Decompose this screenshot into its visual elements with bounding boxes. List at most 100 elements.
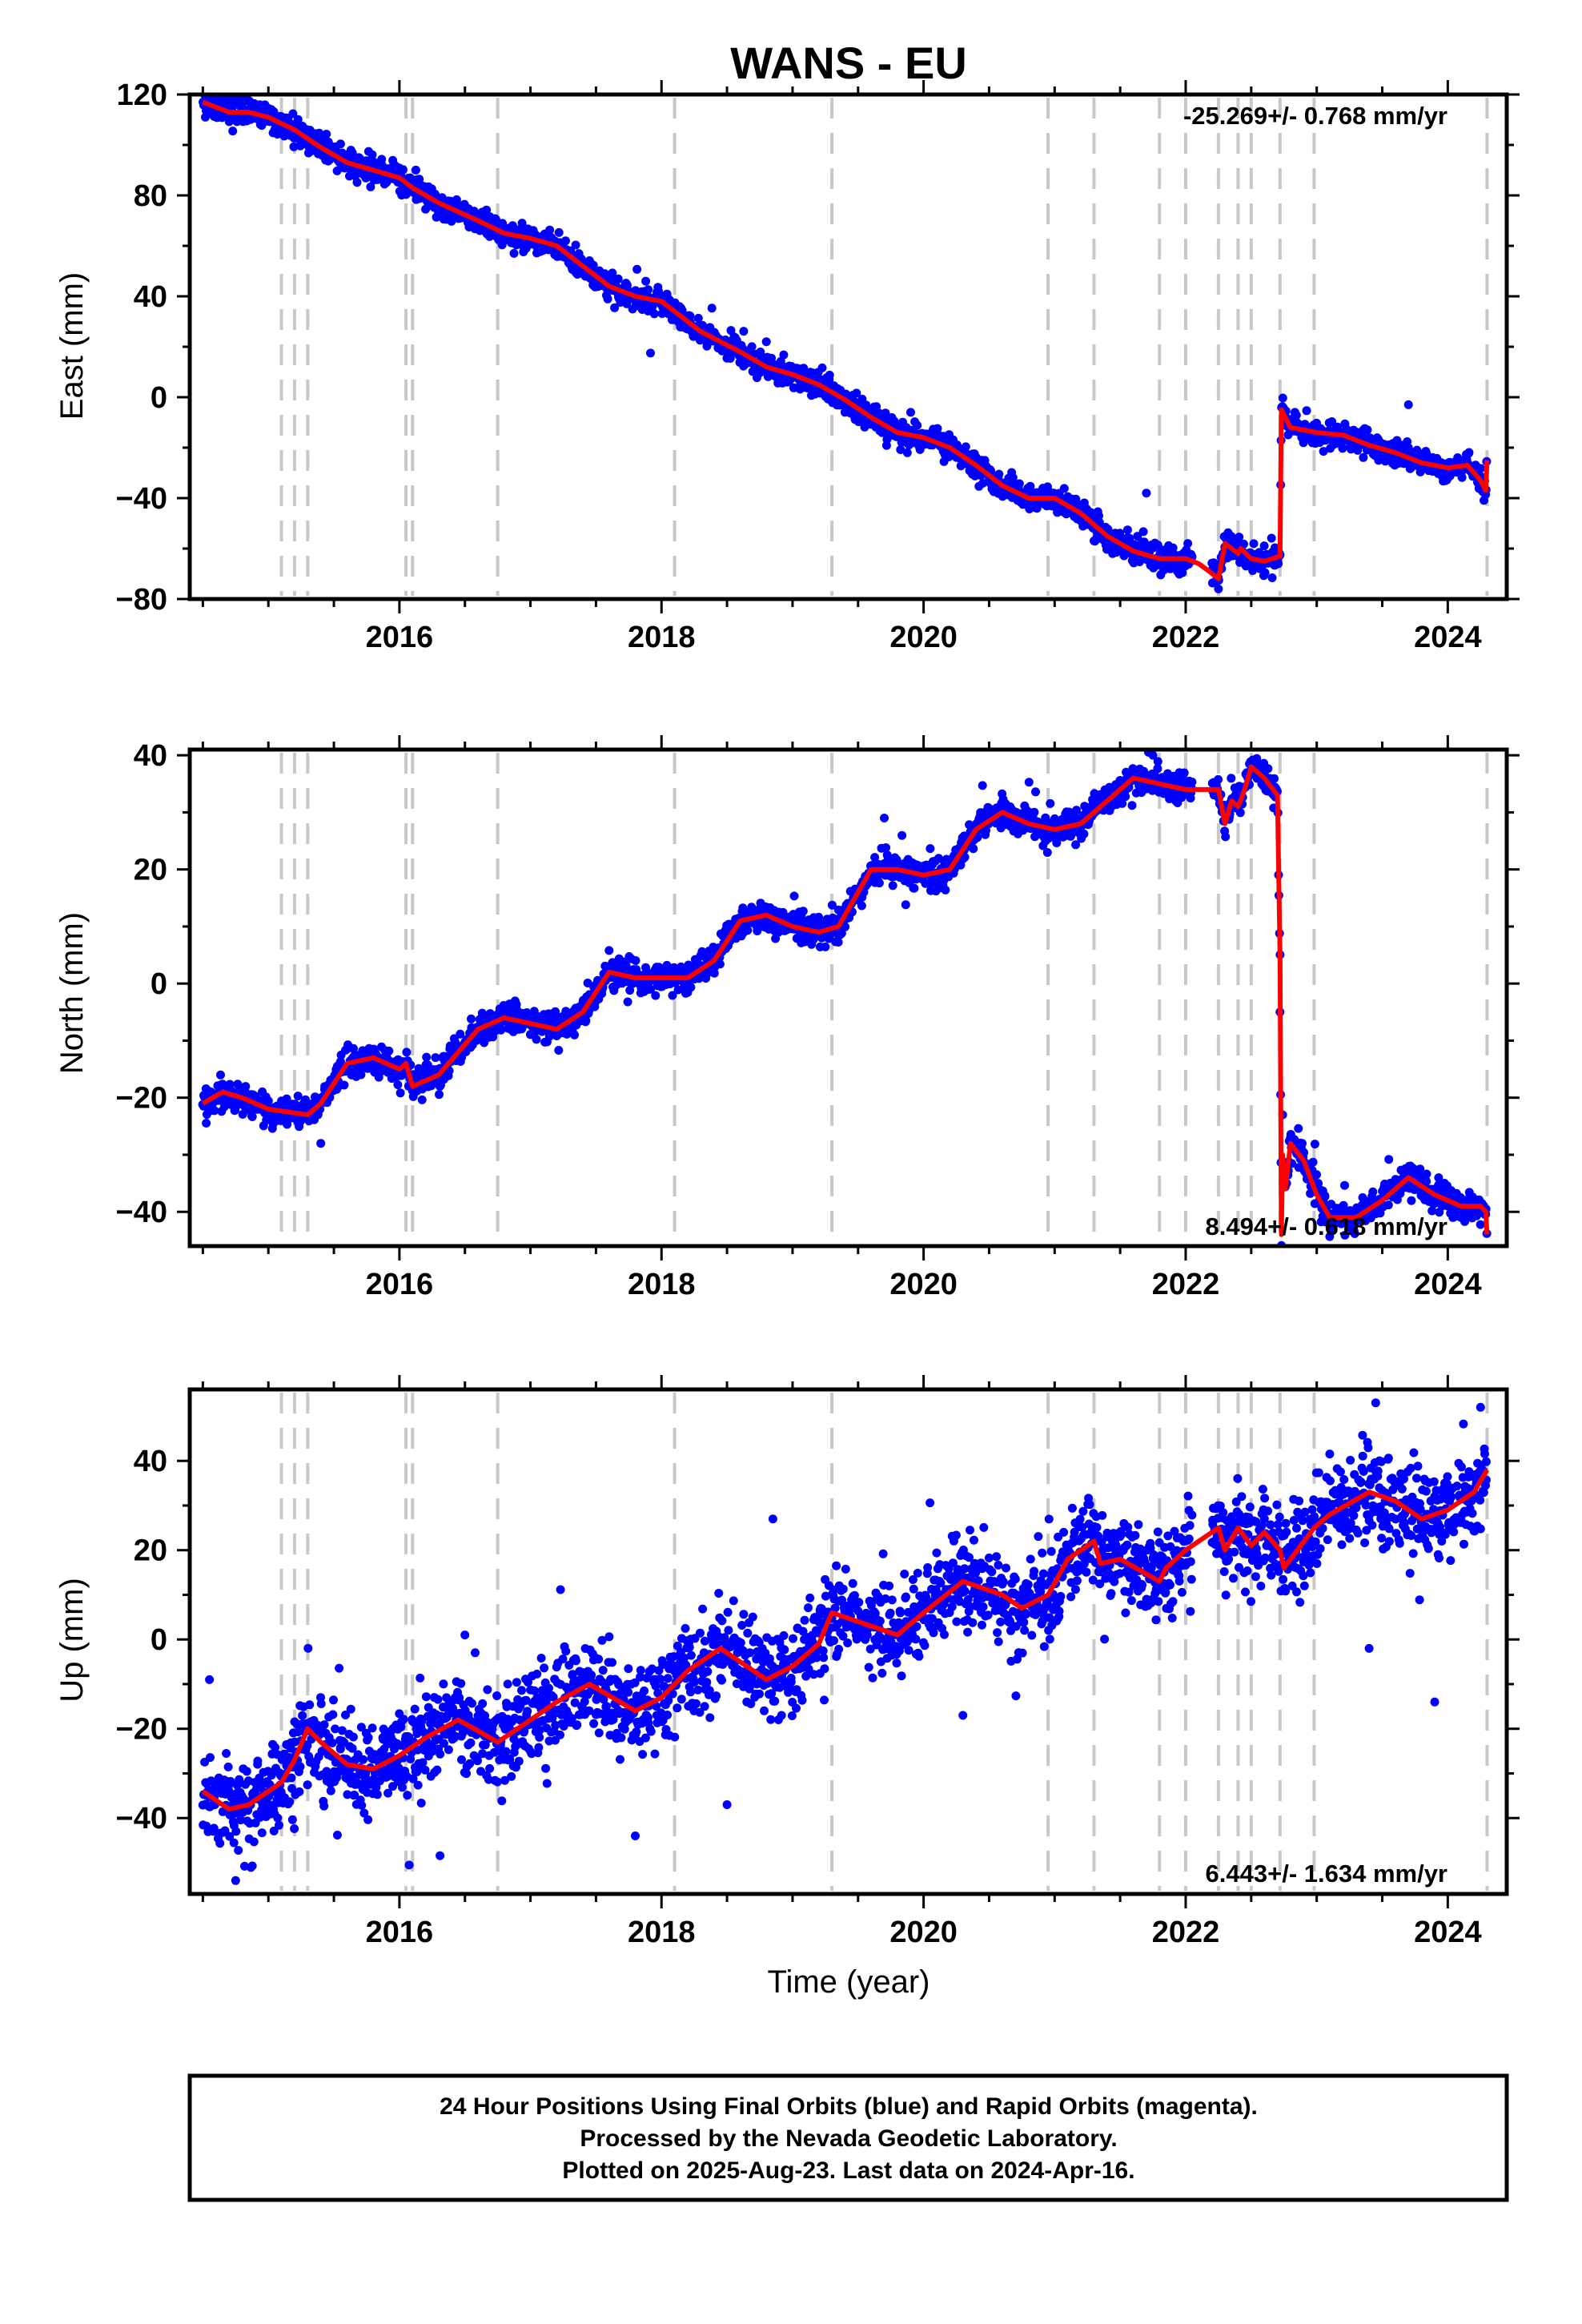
data-point bbox=[1267, 533, 1276, 543]
x-tick-label: 2020 bbox=[889, 621, 958, 654]
data-point bbox=[1138, 527, 1148, 537]
chart-title: WANS - EU bbox=[730, 38, 967, 88]
data-point bbox=[1464, 448, 1474, 457]
data-point bbox=[352, 178, 362, 187]
east-panel: 2016 2018 2020 2022 2024−80−4004080120-25.26… bbox=[116, 78, 1520, 654]
y-tick-label: 40 bbox=[134, 280, 167, 314]
y-tick-label: −40 bbox=[116, 482, 167, 516]
data-point bbox=[1024, 778, 1034, 787]
data-point bbox=[1383, 1200, 1393, 1210]
data-point bbox=[651, 991, 661, 1000]
data-point bbox=[1363, 425, 1372, 435]
data-point bbox=[817, 363, 827, 372]
data-point bbox=[202, 1119, 211, 1128]
data-point bbox=[288, 109, 298, 119]
data-point bbox=[492, 215, 500, 224]
data-point bbox=[509, 248, 519, 258]
data-point bbox=[1457, 472, 1467, 482]
data-point bbox=[1320, 1192, 1330, 1201]
data-point bbox=[613, 274, 623, 283]
data-point bbox=[707, 304, 717, 313]
data-point bbox=[1179, 768, 1189, 778]
data-point bbox=[906, 408, 915, 417]
data-point bbox=[1014, 479, 1024, 489]
data-point bbox=[1118, 798, 1127, 808]
data-point bbox=[241, 1082, 251, 1092]
data-point bbox=[1476, 1220, 1485, 1229]
data-point bbox=[1153, 764, 1162, 774]
data-point bbox=[825, 370, 834, 380]
data-point bbox=[1263, 764, 1273, 774]
data-point bbox=[1059, 484, 1069, 493]
data-point bbox=[1122, 525, 1132, 535]
data-point bbox=[860, 422, 869, 432]
data-point bbox=[1071, 840, 1081, 850]
data-point bbox=[1403, 400, 1413, 409]
data-point bbox=[632, 264, 642, 274]
data-point bbox=[293, 115, 303, 124]
data-point bbox=[1127, 801, 1137, 810]
data-point bbox=[1079, 829, 1089, 838]
data-point bbox=[841, 922, 850, 931]
data-point bbox=[994, 469, 1004, 479]
data-point bbox=[431, 1053, 440, 1063]
data-point bbox=[896, 445, 905, 454]
x-tick-label: 2018 bbox=[628, 621, 696, 654]
data-point bbox=[1046, 798, 1055, 808]
data-point bbox=[1072, 806, 1081, 815]
data-point bbox=[1235, 533, 1244, 542]
data-point bbox=[316, 1139, 326, 1148]
data-point bbox=[747, 342, 757, 352]
data-point bbox=[422, 1052, 432, 1062]
data-point bbox=[1030, 807, 1039, 817]
y-tick-label: 0 bbox=[151, 381, 167, 415]
data-point bbox=[1302, 406, 1311, 416]
data-point bbox=[1338, 444, 1347, 453]
data-point bbox=[417, 1095, 427, 1104]
data-point bbox=[396, 1088, 405, 1098]
data-point bbox=[646, 984, 656, 994]
data-point bbox=[366, 182, 375, 191]
data-point bbox=[673, 985, 683, 995]
data-point bbox=[941, 885, 950, 895]
data-point bbox=[1031, 787, 1040, 797]
data-point bbox=[1340, 1230, 1350, 1240]
data-point bbox=[668, 991, 677, 1000]
north-x-ticks: 2016 2018 2020 2022 2024 bbox=[201, 735, 1482, 1301]
data-point bbox=[1359, 452, 1368, 462]
data-point bbox=[1239, 539, 1248, 549]
north-panel: 2016 2018 2020 2022 2024−40−20020408.494+/- … bbox=[116, 735, 1520, 1301]
data-point bbox=[322, 130, 331, 139]
x-tick-label: 2022 bbox=[1152, 621, 1220, 654]
data-point bbox=[335, 139, 345, 149]
data-point bbox=[1094, 511, 1103, 521]
data-point bbox=[435, 1090, 444, 1100]
data-point bbox=[646, 348, 655, 358]
data-point bbox=[1422, 1169, 1431, 1179]
data-point bbox=[1187, 778, 1197, 786]
data-point bbox=[1178, 568, 1187, 577]
data-point bbox=[356, 1070, 366, 1080]
data-point bbox=[779, 350, 789, 360]
data-point bbox=[897, 830, 907, 840]
data-point bbox=[973, 833, 982, 842]
y-tick-label: 120 bbox=[117, 78, 167, 112]
data-point bbox=[909, 883, 919, 893]
data-point bbox=[289, 142, 299, 151]
data-point bbox=[978, 478, 988, 488]
data-point bbox=[421, 204, 431, 214]
data-point bbox=[1325, 1232, 1335, 1241]
data-point bbox=[969, 844, 978, 854]
data-point bbox=[604, 946, 614, 955]
data-point bbox=[402, 1047, 412, 1057]
data-point bbox=[347, 148, 357, 158]
east-fit-line bbox=[202, 99, 1490, 581]
data-point bbox=[1042, 848, 1052, 857]
data-point bbox=[631, 956, 640, 965]
data-point bbox=[961, 442, 970, 452]
data-point bbox=[1319, 447, 1328, 456]
data-point bbox=[1312, 1170, 1321, 1180]
y-tick-label: −80 bbox=[116, 583, 167, 617]
data-point bbox=[1270, 774, 1279, 783]
data-point bbox=[415, 175, 424, 184]
